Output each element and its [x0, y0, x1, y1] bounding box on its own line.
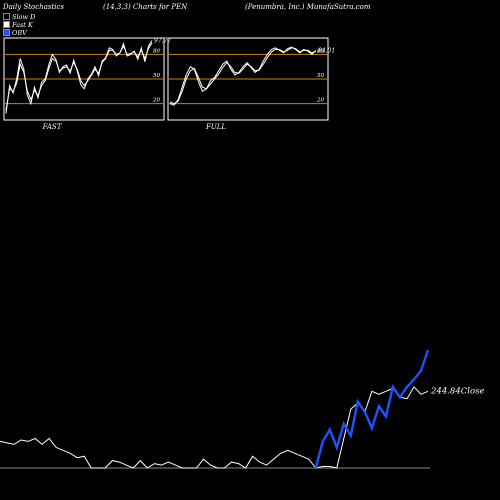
header-right: (Penumbra, Inc.) MunafaSutra.com: [245, 3, 371, 11]
legend-obv: OBV: [3, 29, 27, 37]
full-last-value-label: 84.01: [318, 47, 335, 54]
legend-fast-k: Fast K: [3, 21, 33, 29]
fast-last-value-label: 97.77: [154, 37, 171, 44]
legend-swatch-fast-k: [3, 21, 10, 28]
fast-level-label-50: 50: [153, 73, 160, 79]
fast-level-label-20: 20: [152, 98, 160, 104]
obv-line: [314, 349, 430, 469]
legend-label-slow-d: Slow D: [12, 13, 36, 21]
fast-level-label-80: 80: [153, 48, 160, 54]
full-level-label-80: 80: [317, 48, 324, 54]
full-series-slow-d-line: [169, 47, 317, 105]
full-level-label-50: 50: [317, 73, 324, 79]
fast-series-slow-d-line: [5, 42, 153, 111]
legend-label-obv: OBV: [12, 29, 27, 37]
full-panel-title: FULL: [205, 123, 226, 131]
header-left: Daily Stochastics: [3, 3, 65, 11]
full-series-fast-k-line: [169, 46, 317, 106]
legend-swatch-slow-d: [3, 13, 10, 20]
legend-label-fast-k: Fast K: [12, 21, 33, 29]
full-level-label-20: 20: [316, 98, 324, 104]
legend-slow-d: Slow D: [3, 13, 35, 21]
fast-panel-title: FAST: [42, 123, 63, 131]
close-price-line: [0, 386, 429, 469]
legend-swatch-obv: [3, 29, 10, 36]
fast-series-fast-k-line: [5, 40, 153, 114]
header-center: (14,3,3) Charts for PEN: [103, 3, 188, 11]
close-last-value-label: 244.84Close: [430, 386, 484, 396]
